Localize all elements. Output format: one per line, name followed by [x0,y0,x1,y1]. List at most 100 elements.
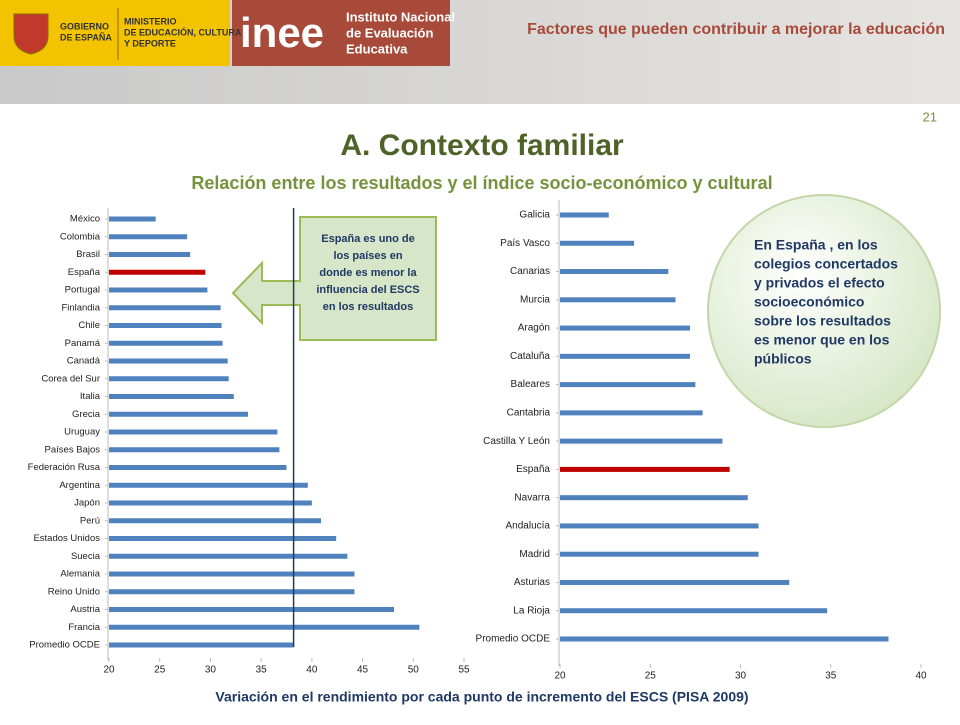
bar [560,636,889,642]
note-text: es menor que en los [754,332,890,348]
government-text: GOBIERNO [60,21,109,31]
bar [560,551,759,557]
y-tick-label: Alemania [60,569,100,580]
y-tick-label: Asturias [514,577,550,588]
y-tick-label: Uruguay [64,427,100,438]
ministry-text: Y DEPORTE [124,38,176,48]
y-tick-label: Países Bajos [45,444,101,455]
page-number: 21 [923,109,937,124]
bar [560,353,690,359]
header-title: Factores que pueden contribuir a mejorar… [527,21,945,38]
y-tick-label: Chile [78,320,100,331]
x-tick-label: 40 [915,671,927,682]
note-text: colegios concertados [754,256,898,272]
note-text: y privados el efecto [754,275,885,291]
y-tick-label: España [68,267,101,278]
bar [560,410,703,416]
x-tick-label: 30 [735,671,747,682]
bar [560,495,748,501]
y-tick-label: Finlandia [61,302,100,313]
bar [109,411,248,417]
y-tick-label: Panamá [65,338,101,349]
bar [109,323,222,328]
bar [109,536,337,541]
government-text: DE ESPAÑA [60,32,112,42]
bar [560,325,690,331]
bar [109,216,156,222]
y-tick-label: Grecia [72,409,101,420]
x-tick-label: 35 [825,671,837,682]
y-tick-label: Francia [68,622,100,633]
bar [109,305,221,311]
y-tick-label: Murcia [520,294,550,305]
bar [109,571,355,577]
x-tick-label: 20 [554,671,566,682]
bar [109,429,278,435]
y-tick-label: Andalucía [506,521,551,532]
x-tick-label: 30 [205,665,217,676]
y-tick-label: Baleares [511,379,550,390]
y-tick-label: Canadá [67,356,101,367]
bar [560,466,730,472]
bar [109,252,191,257]
y-tick-label: Colombia [60,231,101,242]
bar [560,240,635,246]
bar [560,382,696,388]
note-text: públicos [754,351,812,367]
y-tick-label: La Rioja [513,605,550,616]
bar [109,447,280,453]
institute-text: Educativa [346,41,408,56]
y-tick-label: Perú [80,515,100,526]
bar [109,376,229,382]
y-tick-label: Reino Unido [48,586,100,597]
bar [109,465,287,470]
slide-title: A. Contexto familiar [340,129,624,162]
y-tick-label: Canarias [510,266,550,277]
x-tick-label: 20 [103,665,115,676]
y-tick-label: Cantabria [507,408,551,419]
bar [109,624,420,630]
y-tick-label: País Vasco [500,238,550,249]
bar [109,358,228,364]
note-text: sobre los resultados [754,313,891,329]
callout-text: influencia del ESCS [316,284,419,296]
ministry-text: DE EDUCACIÓN, CULTURA [124,26,242,37]
inee-logo: inee [240,9,324,56]
bar [109,607,395,612]
inee-block [232,0,450,66]
bar [109,234,188,240]
bar [560,297,676,303]
bar [109,269,206,275]
x-axis-label: Variación en el rendimiento por cada pun… [215,689,748,705]
y-tick-label: Aragón [518,323,550,334]
bar [560,269,669,275]
x-tick-label: 50 [408,665,420,676]
callout-text: España es uno de [321,233,415,245]
y-tick-label: Castilla Y León [483,436,550,447]
y-tick-label: Japón [74,498,100,509]
x-tick-label: 45 [357,665,369,676]
y-tick-label: Austria [70,604,100,615]
coat-of-arms [13,13,49,55]
y-tick-label: España [516,464,550,475]
bar [109,500,312,506]
y-tick-label: Portugal [65,285,100,296]
x-tick-label: 55 [458,665,470,676]
y-tick-label: México [70,214,100,225]
bar [109,287,208,293]
bar [109,642,294,648]
callout-text: en los resultados [323,301,413,313]
note-text: socioeconómico [754,294,864,310]
ministry-text: MINISTERIO [124,16,177,26]
callout-arrow [231,216,437,341]
x-tick-label: 25 [645,671,657,682]
x-tick-label: 35 [256,665,268,676]
callout-text: donde es menor la [319,267,417,279]
institute-text: Instituto Nacional [346,9,455,24]
bar [109,553,348,559]
bar [109,482,308,488]
y-tick-label: Federación Rusa [28,462,101,473]
y-tick-label: Estados Unidos [33,533,100,544]
